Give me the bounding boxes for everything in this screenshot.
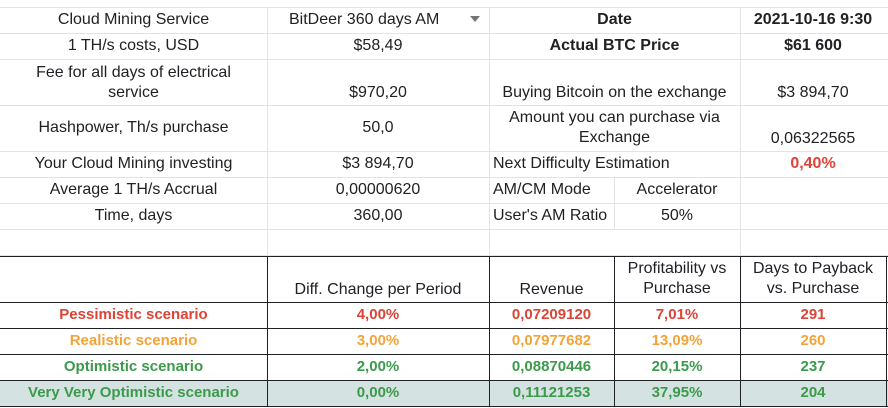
table-border bbox=[886, 256, 887, 407]
grid-line bbox=[614, 177, 615, 229]
value-hashpower[interactable]: 50,0 bbox=[362, 119, 394, 136]
scenario-profit-very-optimistic[interactable]: 37,95% bbox=[651, 384, 703, 401]
label-mode[interactable]: AM/CM Mode bbox=[493, 181, 591, 198]
scenario-name-realistic[interactable]: Realistic scenario bbox=[69, 332, 198, 349]
header-revenue[interactable]: Revenue bbox=[519, 281, 584, 298]
grid-line bbox=[740, 7, 741, 255]
scenario-revenue-very-optimistic[interactable]: 0,11121253 bbox=[512, 384, 591, 401]
value-btc-price[interactable]: $61 600 bbox=[784, 37, 842, 54]
grid-line bbox=[0, 33, 888, 34]
label-electrical-fee[interactable]: Fee for all days of electrical service bbox=[36, 64, 231, 101]
scenario-revenue-realistic[interactable]: 0,07977682 bbox=[511, 332, 592, 349]
table-border bbox=[0, 354, 888, 355]
empty-cell[interactable] bbox=[740, 177, 886, 203]
grid-line bbox=[0, 255, 888, 256]
scenario-days-very-optimistic[interactable]: 204 bbox=[800, 384, 826, 401]
table-border bbox=[0, 302, 888, 303]
label-investing[interactable]: Your Cloud Mining investing bbox=[34, 155, 233, 172]
value-difficulty-estimation[interactable]: 0,40% bbox=[790, 155, 836, 172]
grid-line bbox=[0, 203, 888, 204]
label-accrual[interactable]: Average 1 TH/s Accrual bbox=[49, 181, 218, 198]
header-days-payback[interactable]: Days to Payback vs. Purchase bbox=[752, 260, 874, 297]
label-th-cost[interactable]: 1 TH/s costs, USD bbox=[67, 37, 200, 54]
grid-line bbox=[0, 59, 888, 60]
service-select[interactable]: BitDeer 360 days AM bbox=[289, 11, 440, 28]
label-btc-price[interactable]: Actual BTC Price bbox=[549, 37, 680, 54]
table-border bbox=[0, 328, 888, 329]
label-difficulty-estimation[interactable]: Next Difficulty Estimation bbox=[493, 155, 670, 172]
scenario-days-pessimistic[interactable]: 291 bbox=[800, 306, 826, 323]
scenario-revenue-pessimistic[interactable]: 0,07209120 bbox=[511, 306, 592, 323]
label-hashpower[interactable]: Hashpower, Th/s purchase bbox=[38, 119, 229, 136]
table-border bbox=[0, 380, 888, 381]
header-diff-change[interactable]: Diff. Change per Period bbox=[294, 281, 462, 298]
scenario-profit-pessimistic[interactable]: 7,01% bbox=[655, 306, 699, 323]
label-cloud-mining-service[interactable]: Cloud Mining Service bbox=[57, 11, 210, 28]
scenario-name-very-optimistic[interactable]: Very Very Optimistic scenario bbox=[28, 384, 239, 401]
value-time-days[interactable]: 360,00 bbox=[353, 207, 403, 224]
grid-line bbox=[0, 7, 888, 8]
grid-line bbox=[0, 151, 888, 152]
scenario-revenue-optimistic[interactable]: 0,08870446 bbox=[511, 358, 592, 375]
scenario-diff-optimistic[interactable]: 2,00% bbox=[356, 358, 400, 375]
scenario-name-optimistic[interactable]: Optimistic scenario bbox=[63, 358, 204, 375]
value-amount-purchase[interactable]: 0,06322565 bbox=[770, 130, 856, 147]
scenario-days-optimistic[interactable]: 237 bbox=[800, 358, 826, 375]
label-buying-bitcoin[interactable]: Buying Bitcoin on the exchange bbox=[502, 84, 727, 101]
table-border bbox=[0, 406, 888, 407]
scenario-diff-pessimistic[interactable]: 4,00% bbox=[356, 306, 400, 323]
value-electrical-fee[interactable]: $970,20 bbox=[349, 84, 407, 101]
scenario-days-realistic[interactable]: 260 bbox=[800, 332, 826, 349]
grid-line bbox=[0, 177, 888, 178]
value-am-ratio[interactable]: 50% bbox=[660, 207, 694, 224]
table-border bbox=[0, 256, 888, 257]
scenario-name-pessimistic[interactable]: Pessimistic scenario bbox=[59, 306, 208, 323]
value-date[interactable]: 2021-10-16 9:30 bbox=[753, 11, 873, 28]
value-investing[interactable]: $3 894,70 bbox=[342, 155, 414, 172]
scenario-profit-optimistic[interactable]: 20,15% bbox=[651, 358, 703, 375]
grid-line bbox=[0, 229, 888, 230]
value-th-cost[interactable]: $58,49 bbox=[353, 37, 403, 54]
table-border bbox=[614, 256, 615, 407]
chevron-down-icon[interactable] bbox=[470, 16, 480, 22]
label-am-ratio[interactable]: User's AM Ratio bbox=[493, 207, 608, 224]
table-border bbox=[740, 256, 741, 407]
label-time-days[interactable]: Time, days bbox=[94, 207, 173, 224]
scenario-profit-realistic[interactable]: 13,09% bbox=[651, 332, 703, 349]
header-profitability[interactable]: Profitability vs Purchase bbox=[627, 260, 727, 297]
value-buying-bitcoin[interactable]: $3 894,70 bbox=[777, 84, 849, 101]
table-border bbox=[489, 256, 490, 407]
grid-line bbox=[0, 105, 888, 106]
scenario-diff-realistic[interactable]: 3,00% bbox=[356, 332, 400, 349]
value-mode[interactable]: Accelerator bbox=[636, 181, 718, 198]
label-amount-purchase[interactable]: Amount you can purchase via Exchange bbox=[509, 109, 720, 146]
label-date[interactable]: Date bbox=[597, 11, 632, 28]
table-border bbox=[267, 256, 268, 407]
grid-line bbox=[489, 7, 490, 255]
scenario-diff-very-optimistic[interactable]: 0,00% bbox=[356, 384, 400, 401]
grid-line bbox=[267, 7, 268, 255]
value-accrual[interactable]: 0,00000620 bbox=[335, 181, 421, 198]
